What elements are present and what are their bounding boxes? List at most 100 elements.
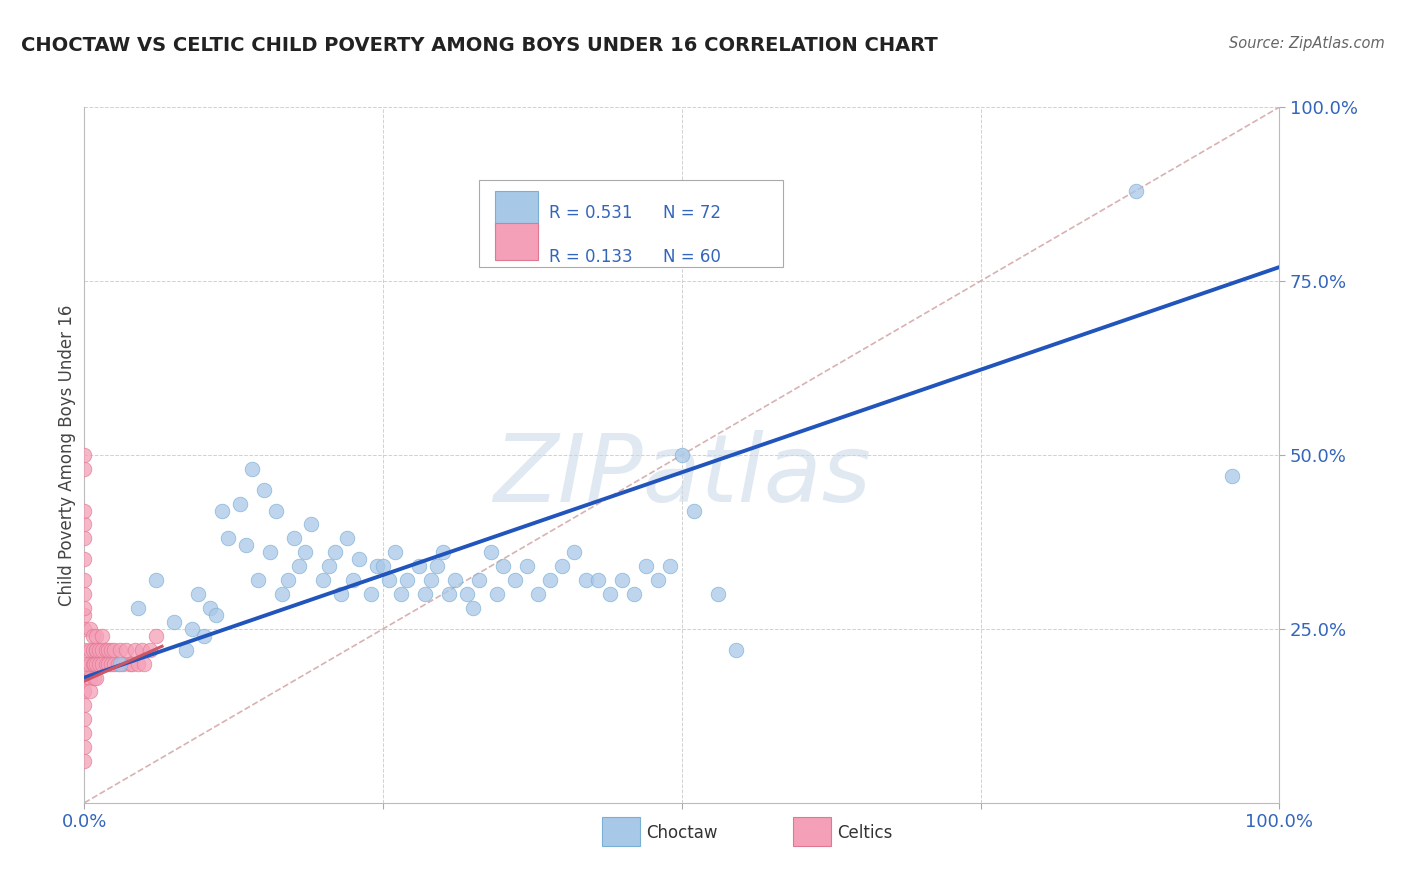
- Point: [205, 607, 228, 622]
- Point: [111, 657, 134, 671]
- FancyBboxPatch shape: [793, 817, 831, 846]
- Point: [396, 573, 419, 587]
- Text: Source: ZipAtlas.com: Source: ZipAtlas.com: [1229, 36, 1385, 51]
- Point: [73, 754, 96, 768]
- Point: [79, 642, 101, 657]
- Point: [240, 462, 263, 476]
- Point: [100, 642, 122, 657]
- Point: [551, 559, 574, 574]
- Point: [127, 657, 149, 671]
- Point: [264, 503, 287, 517]
- FancyBboxPatch shape: [602, 817, 640, 846]
- Point: [82, 642, 104, 657]
- Point: [270, 587, 292, 601]
- Point: [73, 448, 96, 462]
- Point: [420, 573, 443, 587]
- Point: [683, 503, 706, 517]
- Point: [73, 517, 96, 532]
- Point: [145, 629, 167, 643]
- Point: [97, 642, 120, 657]
- Point: [211, 503, 233, 517]
- Point: [163, 615, 186, 629]
- Point: [100, 657, 122, 671]
- Point: [145, 573, 167, 587]
- Point: [724, 642, 747, 657]
- Point: [373, 559, 395, 574]
- Point: [636, 559, 658, 574]
- Point: [79, 657, 101, 671]
- Text: N = 60: N = 60: [662, 248, 721, 266]
- Point: [647, 573, 669, 587]
- Point: [468, 573, 491, 587]
- Point: [312, 573, 335, 587]
- Point: [492, 559, 515, 574]
- Point: [479, 545, 502, 559]
- Point: [94, 642, 117, 657]
- Point: [413, 587, 436, 601]
- Point: [86, 671, 108, 685]
- Point: [107, 657, 129, 671]
- Point: [82, 629, 104, 643]
- Point: [516, 559, 538, 574]
- Point: [217, 532, 239, 546]
- Point: [97, 657, 120, 671]
- Point: [73, 712, 96, 726]
- FancyBboxPatch shape: [479, 180, 783, 267]
- Point: [83, 657, 105, 671]
- Point: [599, 587, 621, 601]
- Point: [73, 642, 96, 657]
- Text: R = 0.531: R = 0.531: [550, 204, 633, 222]
- Point: [235, 538, 257, 552]
- Point: [73, 726, 96, 740]
- Point: [110, 642, 132, 657]
- Point: [73, 657, 96, 671]
- Point: [349, 552, 371, 566]
- Point: [612, 573, 634, 587]
- Point: [575, 573, 598, 587]
- Point: [229, 497, 252, 511]
- Point: [73, 698, 96, 713]
- Point: [73, 462, 96, 476]
- Point: [259, 545, 281, 559]
- Point: [1125, 184, 1147, 198]
- Point: [318, 559, 340, 574]
- Point: [378, 573, 401, 587]
- Point: [86, 642, 108, 657]
- Point: [461, 601, 484, 615]
- Text: N = 72: N = 72: [662, 204, 721, 222]
- Point: [426, 559, 449, 574]
- Point: [253, 483, 276, 497]
- Text: Celtics: Celtics: [838, 823, 893, 842]
- Point: [79, 684, 101, 698]
- Point: [288, 559, 311, 574]
- Point: [366, 559, 388, 574]
- Point: [193, 629, 215, 643]
- Point: [301, 517, 323, 532]
- Point: [294, 545, 316, 559]
- Point: [1220, 468, 1243, 483]
- Point: [73, 684, 96, 698]
- Point: [73, 532, 96, 546]
- Text: CHOCTAW VS CELTIC CHILD POVERTY AMONG BOYS UNDER 16 CORRELATION CHART: CHOCTAW VS CELTIC CHILD POVERTY AMONG BO…: [21, 36, 938, 54]
- Point: [540, 573, 562, 587]
- Point: [91, 642, 114, 657]
- Point: [198, 601, 221, 615]
- Point: [277, 573, 299, 587]
- Text: Choctaw: Choctaw: [647, 823, 717, 842]
- FancyBboxPatch shape: [495, 222, 538, 260]
- Text: R = 0.133: R = 0.133: [550, 248, 633, 266]
- Point: [456, 587, 478, 601]
- Point: [187, 587, 209, 601]
- Point: [389, 587, 412, 601]
- Point: [437, 587, 460, 601]
- Point: [444, 573, 467, 587]
- Point: [86, 642, 108, 657]
- Point: [73, 671, 96, 685]
- Point: [127, 601, 149, 615]
- Point: [336, 532, 359, 546]
- Point: [181, 622, 204, 636]
- Point: [325, 545, 347, 559]
- Y-axis label: Child Poverty Among Boys Under 16: Child Poverty Among Boys Under 16: [58, 304, 76, 606]
- Point: [360, 587, 382, 601]
- Point: [623, 587, 645, 601]
